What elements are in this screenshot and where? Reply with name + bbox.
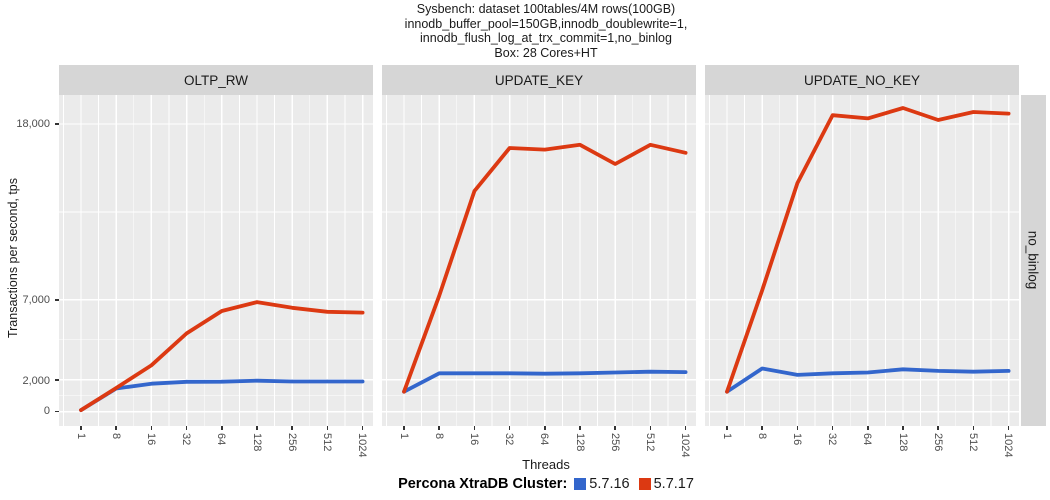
x-tick-label: 1024 — [1002, 433, 1015, 458]
x-tick-label: 32 — [180, 433, 193, 446]
x-tick-label: 16 — [144, 433, 157, 446]
series-line-5.7.17 — [402, 142, 688, 394]
legend-title: Percona XtraDB Cluster: — [398, 476, 568, 492]
legend-label: 5.7.17 — [653, 476, 694, 492]
x-tick-mark — [185, 426, 188, 430]
x-tick-mark — [256, 426, 258, 430]
x-tick-label: 128 — [250, 433, 263, 452]
facet-panel-update-no-key — [705, 95, 1019, 426]
x-tick-mark — [831, 426, 834, 430]
x-axis-title: Threads — [522, 457, 570, 472]
x-tick-label: 1 — [397, 433, 410, 440]
x-tick-mark — [579, 426, 581, 430]
x-tick-label: 8 — [109, 433, 122, 440]
series-line-5.7.16 — [79, 378, 365, 413]
x-tick-label: 16 — [467, 433, 480, 446]
x-tick-label: 1 — [720, 433, 733, 440]
panel-background — [59, 95, 373, 426]
x-tick-mark — [115, 426, 117, 430]
x-tick-label: 16 — [790, 433, 803, 446]
y-tick-mark — [55, 379, 59, 381]
x-tick-label: 256 — [931, 433, 944, 452]
y-tick-mark — [55, 299, 59, 301]
x-tick-label: 512 — [643, 433, 656, 452]
y-tick-mark — [55, 410, 59, 413]
facet-strip-update-no-key: UPDATE_NO_KEY — [705, 65, 1019, 95]
facet-strip-update-key: UPDATE_KEY — [382, 65, 696, 95]
facet-strip-label: UPDATE_KEY — [494, 72, 584, 88]
facet-strip-right-label: no_binlog — [1025, 230, 1041, 290]
series-line-5.7.17 — [725, 106, 1011, 394]
x-tick-label: 8 — [432, 433, 445, 440]
facet-strip-oltp-rw: OLTP_RW — [59, 65, 373, 95]
legend-label: 5.7.16 — [589, 476, 630, 492]
x-tick-mark — [361, 426, 364, 430]
facet-strip-no-binlog: no_binlog — [1021, 95, 1046, 426]
x-tick-label: 256 — [608, 433, 621, 452]
y-tick-label-2000: 2,000 — [22, 375, 50, 387]
x-tick-mark — [902, 426, 904, 430]
x-tick-mark — [80, 426, 82, 430]
legend-swatch — [638, 478, 651, 490]
x-tick-label: 1 — [74, 433, 87, 440]
x-tick-mark — [972, 426, 975, 430]
series-line-5.7.16 — [402, 369, 688, 394]
legend-swatch — [574, 478, 587, 490]
x-tick-mark — [150, 426, 153, 430]
facet-strip-label: UPDATE_NO_KEY — [803, 72, 921, 88]
y-axis-title: Transactions per second, tps — [6, 177, 20, 339]
x-tick-label: 32 — [503, 433, 516, 446]
x-tick-mark — [1007, 426, 1010, 430]
x-tick-mark — [614, 426, 616, 430]
chart-title: Sysbench: dataset 100tables/4M rows(100G… — [0, 2, 1050, 60]
series-line-5.7.17 — [79, 300, 365, 413]
x-tick-mark — [544, 426, 546, 430]
title-line-3: innodb_flush_log_at_trx_commit=1,no_binl… — [420, 31, 672, 45]
title-line-1: Sysbench: dataset 100tables/4M rows(100G… — [416, 2, 676, 16]
y-tick-mark — [55, 123, 59, 125]
title-line-2: innodb_buffer_pool=150GB,innodb_doublewr… — [404, 16, 688, 31]
x-tick-mark — [867, 426, 869, 430]
x-tick-label: 128 — [573, 433, 586, 452]
legend-item-5.7.17: 5.7.17 — [638, 476, 694, 492]
x-tick-label: 512 — [320, 433, 333, 452]
x-tick-label: 8 — [755, 433, 768, 440]
x-tick-mark — [684, 426, 687, 430]
title-line-4: Box: 28 Cores+HT — [494, 45, 598, 60]
x-tick-mark — [326, 426, 329, 430]
facet-panel-update-key — [382, 95, 696, 426]
x-tick-mark — [438, 426, 440, 430]
x-tick-label: 256 — [285, 433, 298, 452]
x-tick-label: 64 — [538, 433, 551, 446]
facet-strip-label: OLTP_RW — [183, 72, 248, 88]
x-tick-mark — [508, 426, 511, 430]
y-tick-label-18000: 18,000 — [16, 118, 50, 130]
x-tick-label: 64 — [215, 433, 228, 446]
x-tick-mark — [291, 426, 293, 430]
facet-panel-oltp-rw — [59, 95, 373, 426]
legend-items: 5.7.16 5.7.17 — [574, 476, 694, 492]
x-tick-label: 1024 — [356, 433, 369, 458]
legend: Percona XtraDB Cluster: 5.7.16 5.7.17 — [0, 476, 1050, 492]
x-tick-mark — [937, 426, 939, 430]
x-tick-mark — [221, 426, 223, 430]
x-tick-mark — [473, 426, 476, 430]
series-line-5.7.16 — [725, 366, 1011, 394]
x-tick-label: 64 — [861, 433, 874, 446]
y-tick-label-7000: 7,000 — [22, 294, 50, 306]
x-tick-label: 512 — [966, 433, 979, 452]
x-tick-mark — [726, 426, 728, 430]
x-tick-label: 32 — [826, 433, 839, 446]
y-tick-label-0: 0 — [43, 405, 50, 417]
x-tick-mark — [796, 426, 799, 430]
x-tick-mark — [649, 426, 652, 430]
legend-item-5.7.16: 5.7.16 — [574, 476, 630, 492]
x-tick-mark — [761, 426, 763, 430]
x-tick-label: 1024 — [679, 433, 692, 458]
x-tick-mark — [403, 426, 405, 430]
x-tick-label: 128 — [896, 433, 909, 452]
